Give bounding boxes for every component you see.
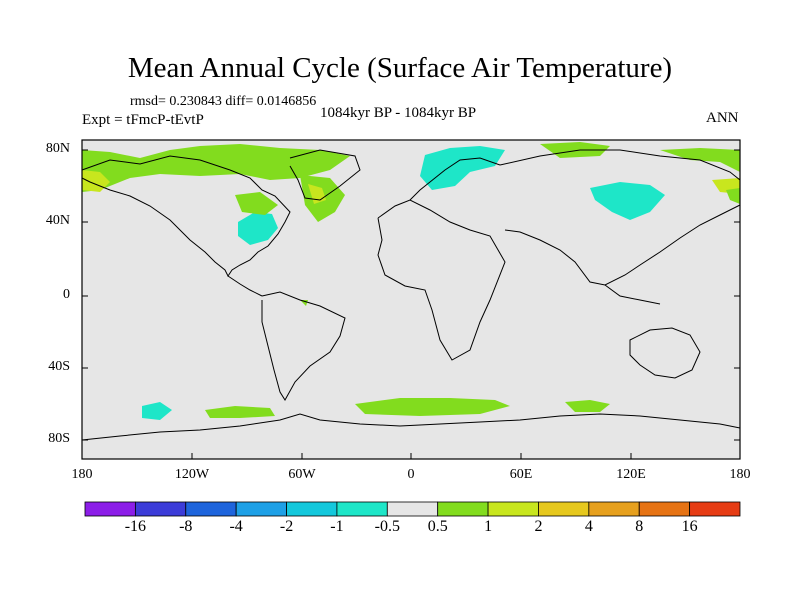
colorbar-label: 0.5 bbox=[427, 518, 448, 535]
lon-label: 180 bbox=[71, 467, 93, 482]
lon-label: 180 bbox=[729, 467, 751, 482]
colorbar-label: 16 bbox=[681, 518, 698, 535]
colorbar-swatch bbox=[437, 501, 489, 517]
colorbar-label: -0.5 bbox=[374, 518, 400, 535]
stats-text: rmsd= 0.230843 diff= 0.0146856 bbox=[130, 94, 317, 109]
coastlines bbox=[81, 149, 741, 441]
colorbar-label: -4 bbox=[229, 518, 243, 535]
coast-north-america bbox=[81, 155, 291, 277]
colorbar-label: -8 bbox=[179, 518, 193, 535]
lat-label: 40N bbox=[45, 213, 70, 228]
colorbar-swatch bbox=[134, 501, 187, 517]
colorbar-label: 4 bbox=[584, 518, 593, 535]
colorbar-swatch bbox=[638, 501, 691, 517]
anomaly-cyan-southern-pacific bbox=[142, 402, 172, 420]
coast-greenland bbox=[289, 149, 361, 201]
coast-southeast-asia bbox=[604, 284, 661, 305]
axis-ticks bbox=[82, 149, 740, 459]
colorbar-swatch bbox=[84, 501, 136, 517]
colorbar-swatch bbox=[588, 501, 640, 517]
experiment-label: Expt = tFmcP-tEvtP bbox=[82, 112, 204, 128]
anomaly-cyan-eastern-us bbox=[238, 212, 278, 245]
coast-australia bbox=[629, 327, 701, 379]
lon-label: 0 bbox=[407, 467, 415, 482]
anomaly-green-hudson bbox=[235, 192, 278, 215]
colorbar-label: 1 bbox=[484, 518, 493, 535]
anomaly-green-east-antarctica bbox=[565, 400, 610, 412]
colorbar bbox=[84, 501, 741, 517]
anomaly-green-russia bbox=[540, 142, 610, 158]
colorbar-swatch bbox=[386, 501, 439, 517]
period-label: 1084kyr BP - 1084kyr BP bbox=[320, 105, 477, 121]
lat-label: 80N bbox=[45, 141, 70, 156]
colorbar-label: -2 bbox=[279, 518, 294, 535]
colorbar-swatch bbox=[235, 501, 287, 517]
coast-south-america bbox=[261, 291, 346, 401]
lat-label: 80S bbox=[48, 431, 70, 446]
coast-africa-europe bbox=[377, 199, 506, 361]
coast-central-america bbox=[227, 275, 263, 297]
colorbar-swatch bbox=[538, 501, 590, 517]
lat-label: 40S bbox=[48, 359, 70, 374]
colorbar-label: 2 bbox=[534, 518, 543, 535]
anomaly-green-southern-pacific bbox=[205, 406, 275, 418]
page-title: Mean Annual Cycle (Surface Air Temperatu… bbox=[127, 52, 673, 84]
colorbar-swatch bbox=[689, 501, 741, 517]
anomaly-green-north-america bbox=[82, 144, 350, 192]
coast-asia bbox=[499, 149, 741, 286]
lon-label: 60E bbox=[509, 467, 533, 482]
colorbar-swatch bbox=[336, 501, 388, 517]
anomaly-yellowgreen-alaska bbox=[82, 170, 110, 192]
colorbar-label: 8 bbox=[635, 518, 644, 535]
lon-label: 60W bbox=[288, 467, 316, 482]
colorbar-label: -1 bbox=[330, 518, 344, 535]
anomaly-cyan-siberia bbox=[590, 182, 665, 220]
lat-label: 0 bbox=[63, 287, 70, 302]
anomaly-green-weddell bbox=[355, 398, 510, 416]
season-label: ANN bbox=[706, 110, 739, 126]
anomaly-cyan-scandinavia bbox=[420, 146, 505, 190]
anomaly-green-kamchatka bbox=[726, 188, 740, 204]
colorbar-swatch bbox=[185, 501, 237, 517]
coast-antarctica bbox=[81, 413, 741, 441]
colorbar-label: -16 bbox=[124, 518, 147, 535]
coast-europe-north bbox=[409, 157, 501, 201]
colorbar-swatch bbox=[286, 501, 338, 517]
lon-label: 120E bbox=[616, 467, 646, 482]
colorbar-swatch bbox=[487, 501, 539, 517]
lon-label: 120W bbox=[174, 467, 210, 482]
